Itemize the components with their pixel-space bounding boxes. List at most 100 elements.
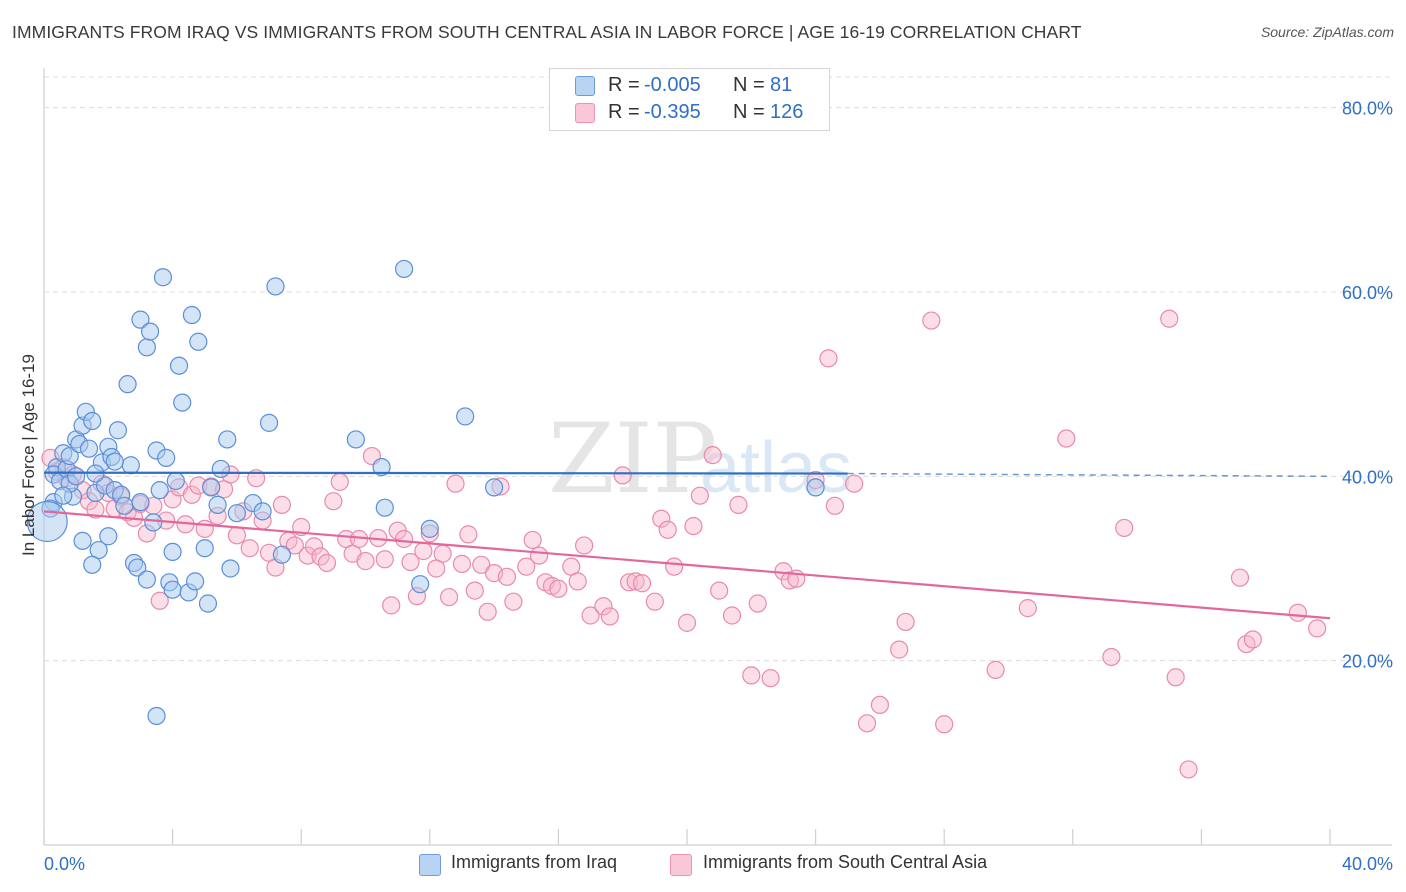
sca-point	[1308, 619, 1327, 638]
iraq-point	[218, 430, 237, 449]
sca-point	[240, 539, 259, 558]
iraq-point	[105, 452, 124, 471]
legend-n-value: 126	[770, 101, 804, 123]
series-south-central-asia-points	[41, 309, 1327, 779]
iraq-point	[208, 495, 227, 514]
sca-point	[845, 474, 864, 493]
legend-label-iraq: Immigrants from Iraq	[451, 852, 618, 872]
sca-point	[613, 466, 632, 485]
sca-point	[986, 660, 1005, 679]
iraq-point	[73, 531, 92, 550]
sca-point	[594, 597, 613, 616]
sca-point	[890, 640, 909, 659]
legend-r-value: -0.005	[644, 74, 701, 96]
sca-point	[935, 715, 954, 734]
sca-point	[632, 574, 652, 593]
sca-point	[439, 587, 459, 607]
source-note: Source: ZipAtlas.com	[1260, 24, 1394, 40]
correlation-legend: R = -0.005 N = 81 R = -0.395 N = 126	[549, 68, 830, 131]
iraq-point	[60, 446, 79, 466]
iraq-point	[153, 268, 173, 287]
iraq-point	[150, 481, 169, 500]
legend-swatch-iraq	[575, 76, 595, 96]
sca-point	[645, 592, 664, 611]
sca-point	[285, 536, 304, 555]
iraq-point	[186, 572, 205, 591]
iraq-point	[375, 498, 394, 517]
sca-point	[748, 594, 767, 613]
iraq-point	[806, 478, 825, 497]
sca-point	[304, 537, 324, 556]
sca-point	[517, 557, 536, 576]
iraq-point	[128, 558, 147, 577]
sca-point	[382, 596, 401, 615]
sca-point	[1243, 630, 1262, 649]
iraq-point	[163, 580, 182, 599]
iraq-point	[411, 575, 430, 594]
sca-point	[195, 519, 214, 538]
sca-point	[1166, 668, 1185, 687]
sca-point	[549, 579, 568, 598]
sca-point	[356, 552, 375, 571]
sca-point	[1288, 603, 1307, 622]
sca-point	[870, 695, 890, 715]
y-tick-label: 40.0%	[1342, 467, 1393, 487]
sca-point	[324, 492, 343, 511]
sca-point	[568, 572, 587, 591]
sca-point	[394, 529, 414, 549]
iraq-point	[346, 430, 365, 449]
sca-point	[1115, 518, 1134, 538]
iraq-point	[137, 338, 156, 357]
legend-swatch-iraq	[419, 854, 441, 876]
iraq-point	[144, 513, 163, 532]
sca-point	[375, 550, 394, 569]
iraq-point	[166, 471, 185, 491]
legend-swatch-sca	[670, 854, 692, 876]
sca-point	[825, 496, 844, 515]
iraq-point	[131, 493, 150, 512]
iraq-point	[420, 519, 439, 538]
sca-point	[819, 349, 838, 368]
sca-point	[472, 555, 491, 574]
iraq-point	[189, 332, 208, 351]
iraq-point	[182, 305, 201, 325]
sca-point	[761, 669, 780, 688]
sca-point	[1179, 760, 1198, 779]
y-tick-label: 80.0%	[1342, 99, 1393, 119]
axes	[43, 68, 1392, 846]
chart-title: IMMIGRANTS FROM IRAQ VS IMMIGRANTS FROM …	[12, 22, 1082, 42]
iraq-point	[259, 413, 279, 432]
legend-label-sca: Immigrants from South Central Asia	[703, 852, 988, 872]
sca-point	[729, 495, 748, 514]
sca-point	[414, 541, 433, 561]
x-tick-label: 40.0%	[1342, 854, 1393, 874]
iraq-point	[115, 496, 134, 515]
sca-point	[530, 546, 549, 565]
iraq-point	[118, 375, 137, 394]
sca-point	[227, 526, 246, 545]
sca-point	[600, 607, 619, 626]
iraq-point	[54, 486, 73, 505]
iraq-point	[79, 439, 99, 458]
iraq-point	[221, 559, 240, 578]
sca-point	[1230, 568, 1250, 587]
sca-point	[182, 485, 201, 504]
legend-row-sca: R = -0.395 N = 126	[550, 100, 829, 126]
sca-point	[504, 592, 523, 611]
iraq-point	[394, 259, 414, 279]
iraq-point	[202, 478, 221, 497]
sca-point	[523, 530, 542, 550]
sca-point	[626, 572, 645, 591]
sca-point	[703, 446, 722, 465]
iraq-point	[227, 504, 246, 523]
sca-point	[1160, 309, 1179, 328]
sca-point	[478, 602, 497, 621]
series-legend: Immigrants from Iraq Immigrants from Sou…	[0, 852, 1406, 878]
sca-point	[292, 517, 311, 537]
sca-point	[665, 557, 684, 576]
iraq-point	[99, 527, 118, 546]
sca-point	[1102, 647, 1121, 667]
legend-r-label: R =	[608, 74, 640, 96]
sca-point	[150, 591, 169, 610]
